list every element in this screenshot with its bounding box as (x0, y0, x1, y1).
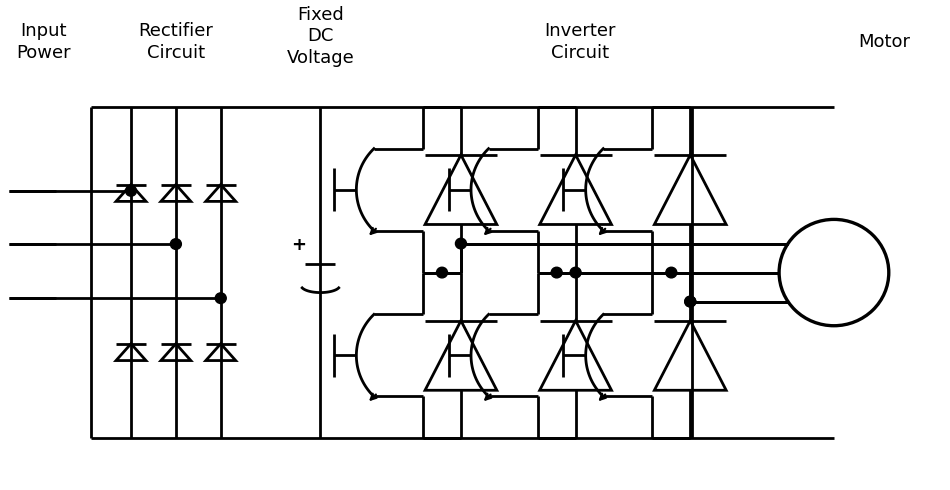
Circle shape (170, 239, 181, 249)
Text: Motor: Motor (858, 33, 910, 51)
Circle shape (436, 267, 447, 278)
Text: +: + (291, 236, 306, 253)
Circle shape (455, 238, 466, 249)
Text: Rectifier
Circuit: Rectifier Circuit (139, 22, 214, 62)
Circle shape (570, 267, 581, 278)
Circle shape (125, 186, 137, 196)
Text: Fixed
DC
Voltage: Fixed DC Voltage (287, 6, 354, 67)
Circle shape (685, 296, 695, 307)
Circle shape (685, 296, 695, 307)
Circle shape (551, 267, 562, 278)
Circle shape (666, 267, 676, 278)
Circle shape (216, 293, 226, 303)
Text: Input
Power: Input Power (16, 22, 70, 62)
Text: Inverter
Circuit: Inverter Circuit (544, 22, 616, 62)
